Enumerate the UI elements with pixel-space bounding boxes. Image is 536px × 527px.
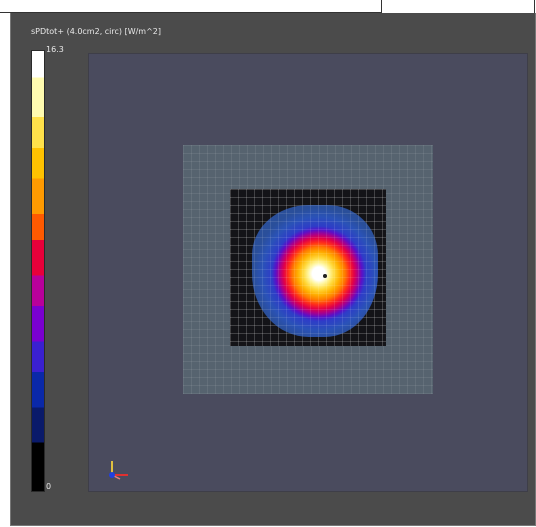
colorbar bbox=[31, 50, 45, 492]
top-strip bbox=[0, 0, 536, 13]
colorbar-min-label: 0 bbox=[46, 482, 52, 491]
peak-marker bbox=[323, 274, 327, 278]
top-separator bbox=[381, 0, 382, 13]
substrate-plane bbox=[183, 145, 433, 394]
power-density-hotspot bbox=[252, 205, 378, 337]
colorbar-max-label: 16.3 bbox=[46, 45, 64, 54]
top-right-border bbox=[534, 0, 535, 13]
3d-scene[interactable] bbox=[88, 53, 528, 492]
z-axis-icon bbox=[109, 472, 115, 478]
field-viewer[interactable]: sPDtot+ (4.0cm2, circ) [W/m^2] 16.3 0 bbox=[10, 13, 536, 526]
evaluation-surface bbox=[230, 189, 386, 346]
viewer-title: sPDtot+ (4.0cm2, circ) [W/m^2] bbox=[31, 27, 162, 36]
axes-orientation-icon bbox=[109, 461, 128, 480]
top-divider bbox=[0, 12, 382, 13]
